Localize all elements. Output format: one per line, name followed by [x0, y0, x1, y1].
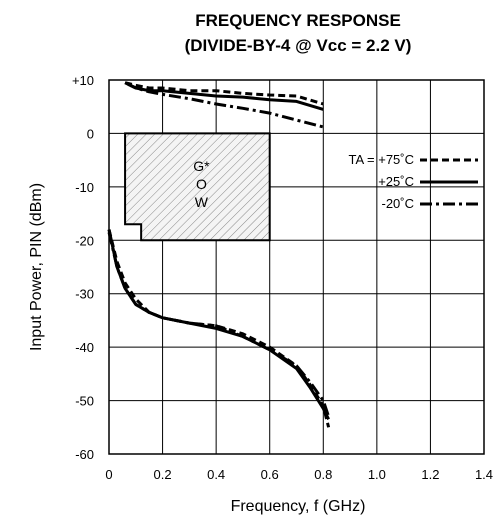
gow-region: G* OW	[124, 132, 271, 242]
legend-label: TA = +75˚C	[348, 152, 414, 167]
series-line-lower	[107, 229, 330, 420]
legend-label: -20˚C	[381, 196, 414, 211]
series-line-lower	[107, 231, 331, 418]
chart-title: FREQUENCY RESPONSE	[195, 11, 401, 30]
chart-subtitle: (DIVIDE-BY-4 @ Vcc = 2.2 V)	[185, 36, 412, 55]
series-lines	[107, 81, 331, 428]
x-tick-label: 1.4	[475, 467, 493, 482]
gow-label: G*	[193, 158, 210, 174]
x-tick-label: 0.4	[207, 467, 225, 482]
y-tick-label: -60	[75, 447, 94, 462]
x-tick-label: 1.0	[368, 467, 386, 482]
legend: TA = +75˚C +25˚C -20˚C	[348, 152, 478, 211]
plot-frame	[108, 79, 485, 455]
series-line-upper	[124, 81, 324, 106]
y-tick-label: -40	[75, 340, 94, 355]
x-tick-label: 0.8	[314, 467, 332, 482]
y-tick-labels: +10 0 -10 -20 -30 -40 -50 -60	[72, 73, 94, 462]
x-tick-label: 0.2	[154, 467, 172, 482]
y-axis-label: Input Power, PIN (dBm)	[28, 183, 45, 351]
y-tick-label: -20	[75, 233, 94, 248]
x-axis-label: Frequency, f (GHz)	[231, 498, 366, 515]
x-tick-label: 0.6	[261, 467, 279, 482]
legend-label: +25˚C	[378, 174, 414, 189]
y-tick-label: +10	[72, 73, 94, 88]
y-tick-label: -10	[75, 180, 94, 195]
y-tick-label: -30	[75, 287, 94, 302]
x-tick-label: 1.2	[421, 467, 439, 482]
gow-label: O	[196, 176, 207, 192]
x-tick-label: 0	[105, 467, 112, 482]
gow-hatched-area	[124, 132, 271, 242]
series-line-upper	[124, 81, 324, 129]
gow-label: W	[195, 194, 209, 210]
x-tick-labels: 0 0.2 0.4 0.6 0.8 1.0 1.2 1.4	[105, 467, 493, 482]
y-tick-label: -50	[75, 394, 94, 409]
y-tick-label: 0	[87, 126, 94, 141]
